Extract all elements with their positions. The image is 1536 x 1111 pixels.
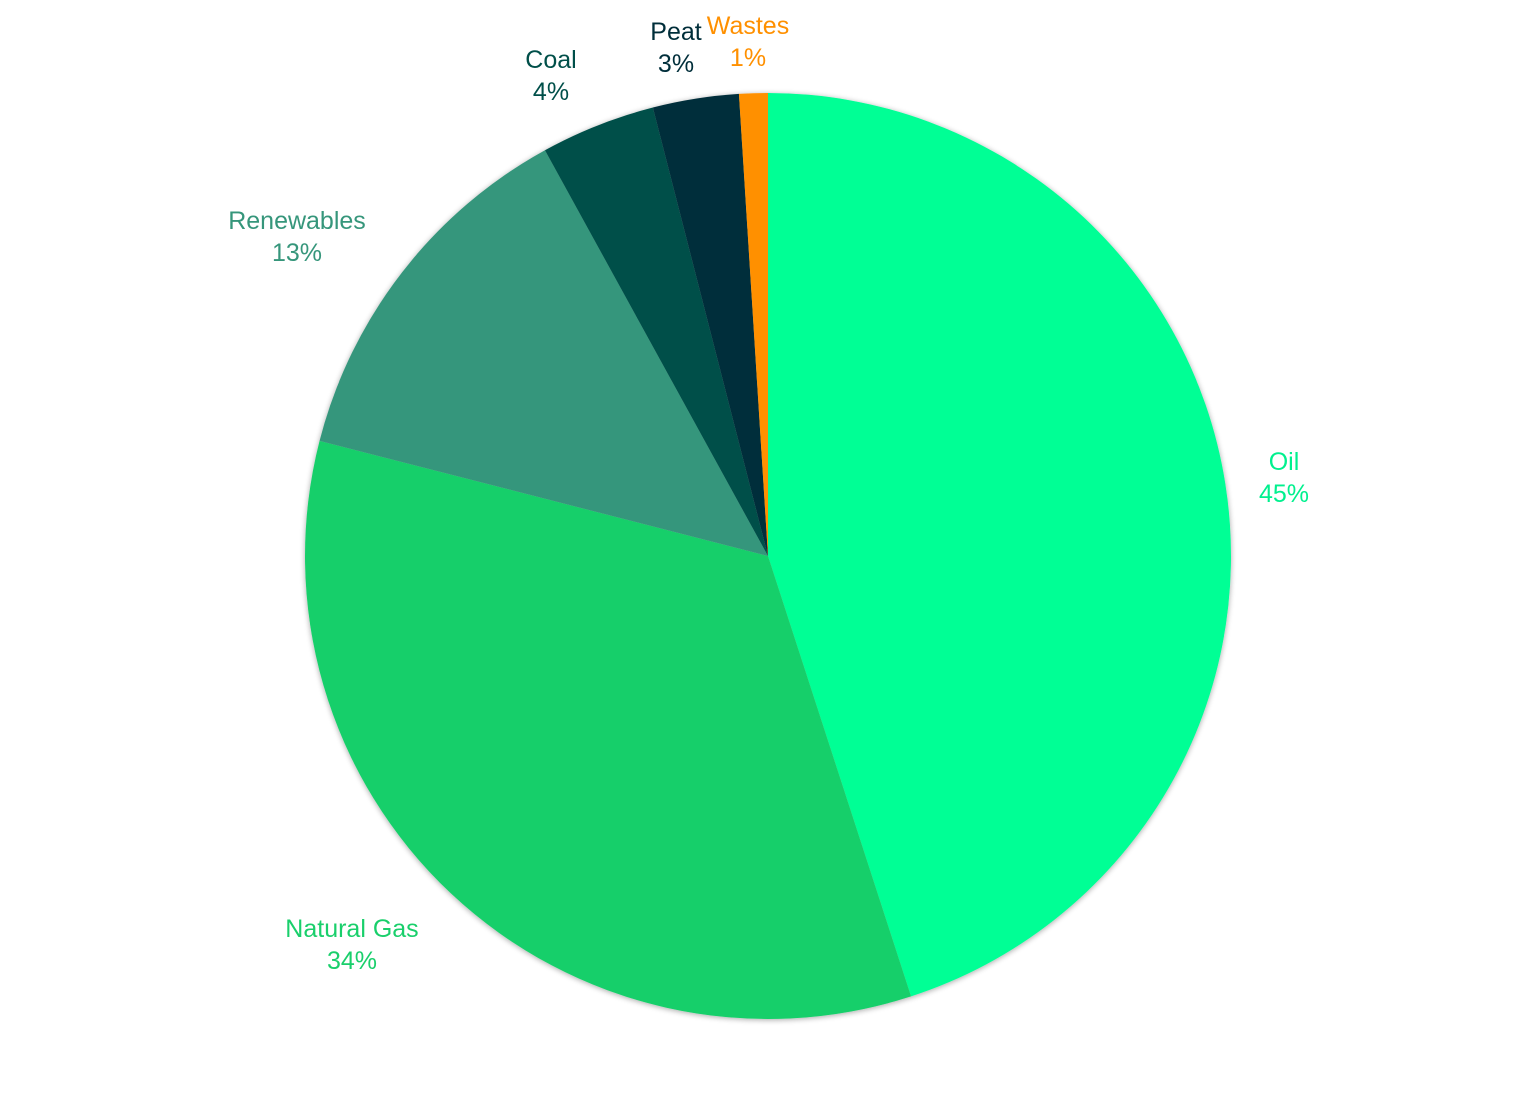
pie-slice-renewables [319,150,768,556]
pie-slices [305,92,1231,1019]
pie-label-renewables: Renewables 13% [228,207,366,267]
pie-slice-peat [652,93,768,556]
pie-slice-wastes [738,92,768,556]
pie-label-value: 4% [533,78,569,106]
pie-label-category: Wastes [707,12,789,40]
pie-slice-coal [544,107,768,557]
pie-labels: Oil 45% Natural Gas 34% Renewables 13% Coal 4% P… [228,12,1309,975]
pie-label-value: 34% [327,947,377,975]
pie-label-oil: Oil 45% [1259,448,1309,508]
pie-label-category: Renewables [228,207,366,235]
pie-slice-oil [768,93,1231,997]
pie-label-value: 1% [730,44,766,72]
pie-label-coal: Coal 4% [525,46,576,106]
pie-label-peat: Peat 3% [650,18,701,78]
pie-label-category: Coal [525,46,576,74]
pie-label-category: Peat [650,18,701,46]
pie-label-value: 3% [658,50,694,78]
pie-label-value: 45% [1259,480,1309,508]
pie-label-wastes: Wastes 1% [707,12,789,72]
pie-label-value: 13% [272,239,322,267]
pie-label-category: Natural Gas [285,915,418,943]
pie-label-natural-gas: Natural Gas 34% [285,915,418,975]
pie-slice-natural-gas [305,440,912,1019]
pie-label-category: Oil [1269,448,1300,476]
